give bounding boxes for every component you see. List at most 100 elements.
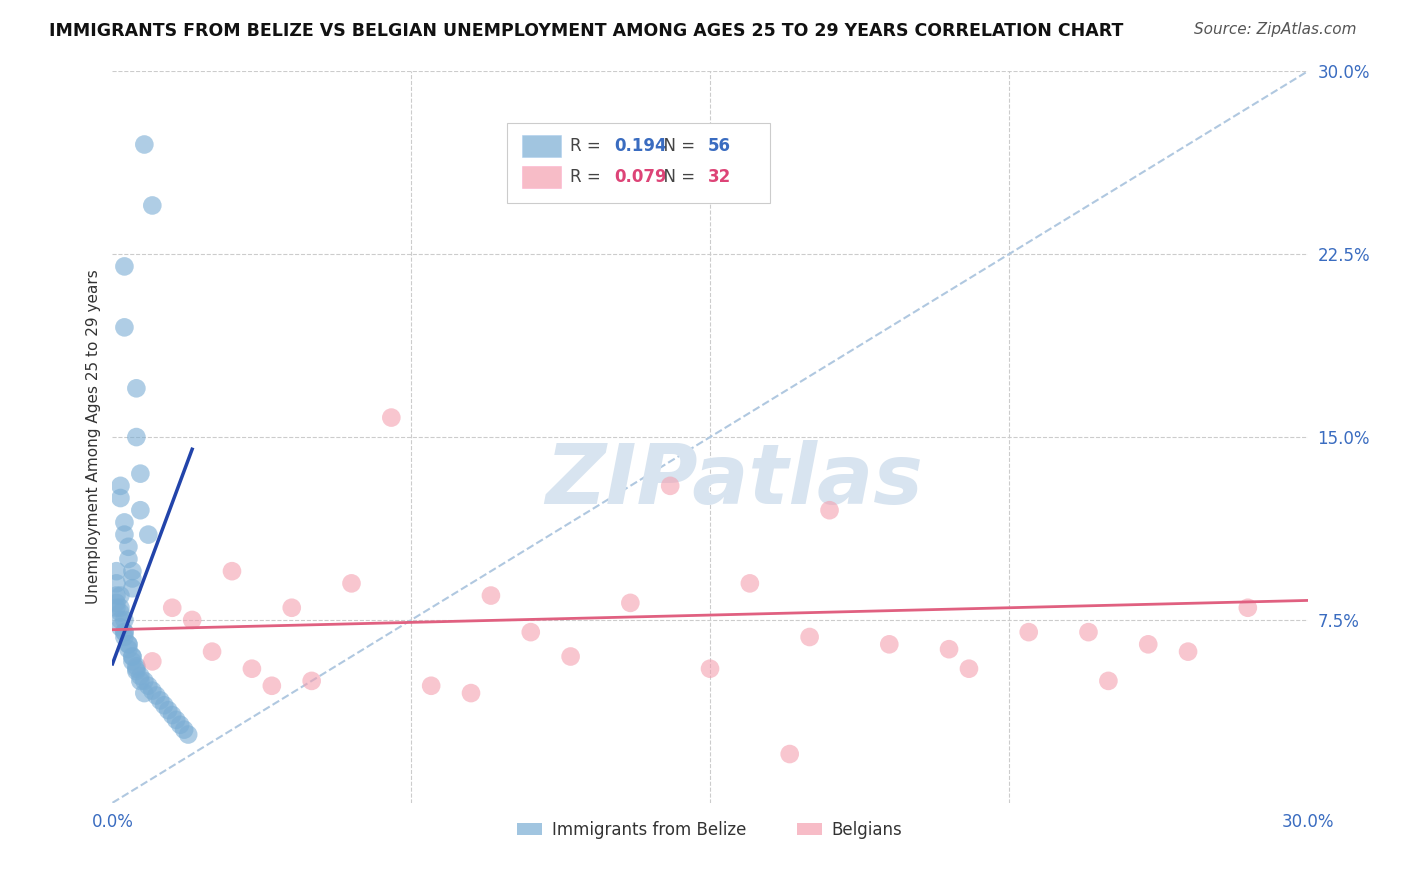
Text: N =: N = [652, 169, 700, 186]
Point [1137, 637, 1160, 651]
Point [110, 479, 132, 493]
Point [779, 747, 801, 761]
Point [125, 430, 148, 444]
Point [117, 642, 139, 657]
Legend: Immigrants from Belize, Belgians: Immigrants from Belize, Belgians [510, 814, 910, 846]
Point [105, 596, 128, 610]
Point [105, 600, 128, 615]
Point [879, 637, 901, 651]
Point [420, 679, 443, 693]
Point [1237, 600, 1260, 615]
Text: N =: N = [652, 137, 700, 155]
Point [141, 683, 163, 698]
Point [619, 596, 641, 610]
Point [149, 693, 172, 707]
Point [141, 198, 163, 212]
Point [240, 662, 263, 676]
Point [380, 410, 402, 425]
Point [177, 727, 200, 741]
FancyBboxPatch shape [508, 122, 770, 203]
Point [138, 527, 160, 541]
Point [114, 613, 135, 627]
Text: R =: R = [571, 169, 606, 186]
Text: 0.079: 0.079 [614, 169, 666, 186]
Point [114, 625, 135, 640]
Point [281, 600, 304, 615]
Point [659, 479, 682, 493]
Text: 56: 56 [707, 137, 731, 155]
Point [162, 708, 183, 723]
FancyBboxPatch shape [523, 135, 561, 157]
Point [121, 572, 143, 586]
Point [818, 503, 841, 517]
Point [114, 630, 135, 644]
Point [121, 654, 143, 668]
Point [117, 540, 139, 554]
Point [110, 600, 132, 615]
Text: ZIPatlas: ZIPatlas [546, 441, 922, 522]
Text: Source: ZipAtlas.com: Source: ZipAtlas.com [1194, 22, 1357, 37]
Point [121, 581, 143, 595]
Point [221, 564, 243, 578]
Point [121, 649, 143, 664]
Point [938, 642, 960, 657]
Point [114, 516, 135, 530]
Point [105, 589, 128, 603]
Point [121, 564, 143, 578]
Point [125, 659, 148, 673]
Point [181, 613, 204, 627]
Point [125, 664, 148, 678]
Point [114, 527, 135, 541]
Point [138, 679, 160, 693]
Point [153, 698, 176, 713]
Point [129, 467, 152, 481]
Point [1077, 625, 1099, 640]
Point [169, 718, 191, 732]
Point [129, 503, 152, 517]
Point [114, 260, 135, 274]
Point [141, 654, 163, 668]
Point [110, 606, 132, 620]
Point [162, 600, 183, 615]
Point [1097, 673, 1119, 688]
Text: IMMIGRANTS FROM BELIZE VS BELGIAN UNEMPLOYMENT AMONG AGES 25 TO 29 YEARS CORRELA: IMMIGRANTS FROM BELIZE VS BELGIAN UNEMPL… [49, 22, 1123, 40]
Text: 0.194: 0.194 [614, 137, 666, 155]
Point [1018, 625, 1040, 640]
Point [117, 637, 139, 651]
Y-axis label: Unemployment Among Ages 25 to 29 years: Unemployment Among Ages 25 to 29 years [86, 269, 101, 605]
Point [957, 662, 980, 676]
Point [1177, 645, 1199, 659]
Point [129, 669, 152, 683]
Point [134, 137, 156, 152]
Point [520, 625, 543, 640]
Point [114, 625, 135, 640]
Point [110, 491, 132, 505]
Point [114, 320, 135, 334]
Point [479, 589, 502, 603]
Point [260, 679, 283, 693]
Point [738, 576, 761, 591]
Point [145, 689, 167, 703]
Point [117, 637, 139, 651]
Point [110, 589, 132, 603]
Point [799, 630, 821, 644]
Point [105, 576, 128, 591]
Point [134, 686, 156, 700]
Point [173, 723, 195, 737]
Point [121, 649, 143, 664]
Point [129, 673, 152, 688]
Point [125, 381, 148, 395]
Point [460, 686, 482, 700]
Point [301, 673, 323, 688]
FancyBboxPatch shape [523, 167, 561, 188]
Point [201, 645, 224, 659]
Point [560, 649, 582, 664]
Point [110, 613, 132, 627]
Point [699, 662, 721, 676]
Text: R =: R = [571, 137, 606, 155]
Point [340, 576, 363, 591]
Point [110, 620, 132, 634]
Point [125, 662, 148, 676]
Point [134, 673, 156, 688]
Point [117, 552, 139, 566]
